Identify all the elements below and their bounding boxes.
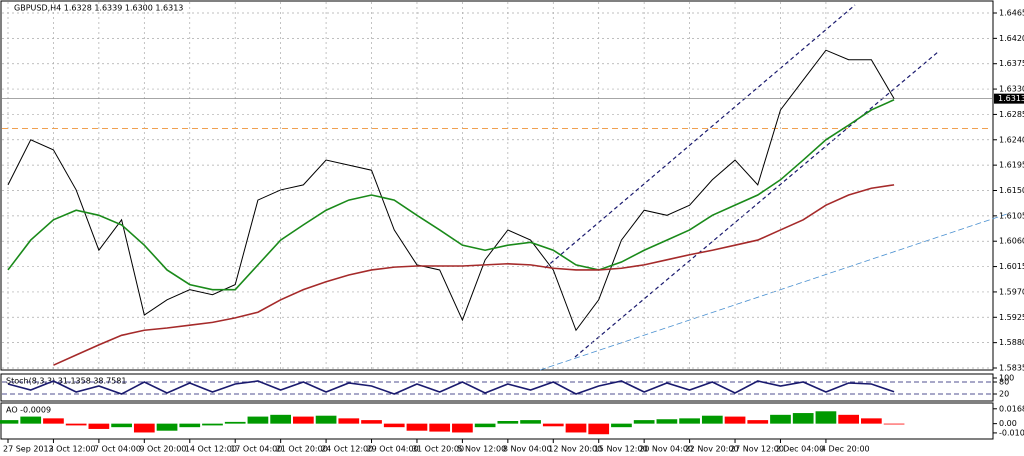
series-line [53,184,895,366]
ao-bar [770,414,791,424]
ao-bar [747,420,769,424]
ao-bar [588,423,610,435]
ao-bar [224,421,246,424]
y-tick-label: 1.6195 [999,161,1024,170]
ao-bar [474,423,496,428]
price-label: 1.6313 [998,94,1024,103]
y-tick-label: 1.5835 [999,364,1024,373]
ao-bar [542,423,564,427]
x-tick-label: 4 Dec 20:00 [821,445,870,454]
x-tick-label: 12 Nov 20:00 [548,445,602,454]
x-tick-label: 17 Oct 04:00 [230,445,282,454]
y-tick-label: 1.6330 [999,85,1024,94]
price-label-bg [994,93,1024,104]
ao-bar [452,423,473,433]
ao-bar [202,423,223,426]
ao-bar [293,416,314,424]
ao-bar [429,423,451,432]
ao-bar [701,415,723,424]
ao-bar [520,420,541,424]
y-tick-label: 1.6015 [999,262,1024,271]
x-tick-label: 27 Sep 2013 [3,445,54,454]
x-tick-label: 20 Nov 04:00 [639,445,693,454]
y-tick-label: 1.6420 [999,34,1024,43]
x-tick-label: 8 Nov 04:00 [503,445,552,454]
channel-lower [574,51,939,358]
x-tick-label: 2 Dec 04:00 [775,445,824,454]
x-tick-label: 15 Nov 12:00 [594,445,648,454]
series-line [7,49,895,332]
x-tick-label: 14 Oct 12:00 [185,445,237,454]
x-tick-label: 31 Oct 20:00 [412,445,464,454]
y-tick-label: 1.6060 [999,237,1024,246]
ao-bar [361,420,382,424]
y-tick-label: -0.0105 [999,428,1024,437]
x-tick-label: 2 Oct 12:00 [48,445,95,454]
trend-line [539,212,1011,371]
x-tick-label: 5 Nov 12:00 [457,445,506,454]
y-tick-label: 0.01684 [999,404,1024,413]
ao-bar [88,423,110,429]
ao-bar [815,411,837,424]
ao-bar [792,413,814,424]
y-tick-label: 1.6240 [999,135,1024,144]
stoch-title: Stoch(8,3,3) 31.1358 38.7581 [6,377,126,386]
ao-bar [20,416,42,424]
x-tick-label: 27 Nov 12:00 [730,445,784,454]
ao-bar [156,423,178,431]
stoch-frame [0,373,994,402]
ao-bar [883,423,905,425]
y-tick-label: 1.6150 [999,186,1024,195]
y-tick-label: 0.00 [999,419,1017,428]
ao-bar [656,419,678,424]
ao-bar [315,415,337,424]
ao-bar [270,414,291,424]
y-tick-label: 1.6465 [999,9,1024,18]
ao-bar [861,418,882,424]
series-line [7,99,895,291]
ao-bar [43,418,64,424]
ao-bar [406,423,428,431]
ao-bar [0,420,19,424]
x-tick-label: 21 Oct 20:00 [276,445,328,454]
x-tick-label: 24 Oct 12:00 [321,445,373,454]
y-tick-label: 1.6105 [999,211,1024,220]
x-tick-label: 22 Nov 20:00 [685,445,739,454]
ao-bar [497,421,519,424]
ao-bar [247,416,269,424]
y-tick-label: 1.6285 [999,110,1024,119]
ao-bar [65,423,87,426]
y-tick-label: 1.5970 [999,287,1024,296]
ao-bar [179,423,201,428]
ao-title: AO -0.0009 [6,406,51,415]
series-line [7,380,895,395]
ao-bar [679,418,700,424]
x-tick-label: 9 Oct 20:00 [139,445,186,454]
x-tick-label: 7 Oct 04:00 [94,445,141,454]
channel-upper [544,4,856,269]
y-tick-label: 1.5925 [999,313,1024,322]
y-tick-label: 100 [999,374,1014,383]
x-tick-label: 29 Oct 04:00 [367,445,419,454]
y-tick-label: 20 [999,390,1009,399]
y-tick-label: 1.6375 [999,59,1024,68]
ao-bar [724,416,746,424]
ao-bar [111,423,132,428]
y-tick-label: 80 [999,378,1009,387]
ao-bar [633,420,655,424]
main-frame [0,0,994,371]
ao-bar [383,423,405,428]
ao-bar [565,423,587,433]
ao-bar [338,418,360,424]
channel [539,4,1011,371]
ao-bar [838,414,859,424]
ao-bar [133,423,155,433]
ao-bar [611,423,632,428]
y-tick-label: 1.5880 [999,338,1024,347]
